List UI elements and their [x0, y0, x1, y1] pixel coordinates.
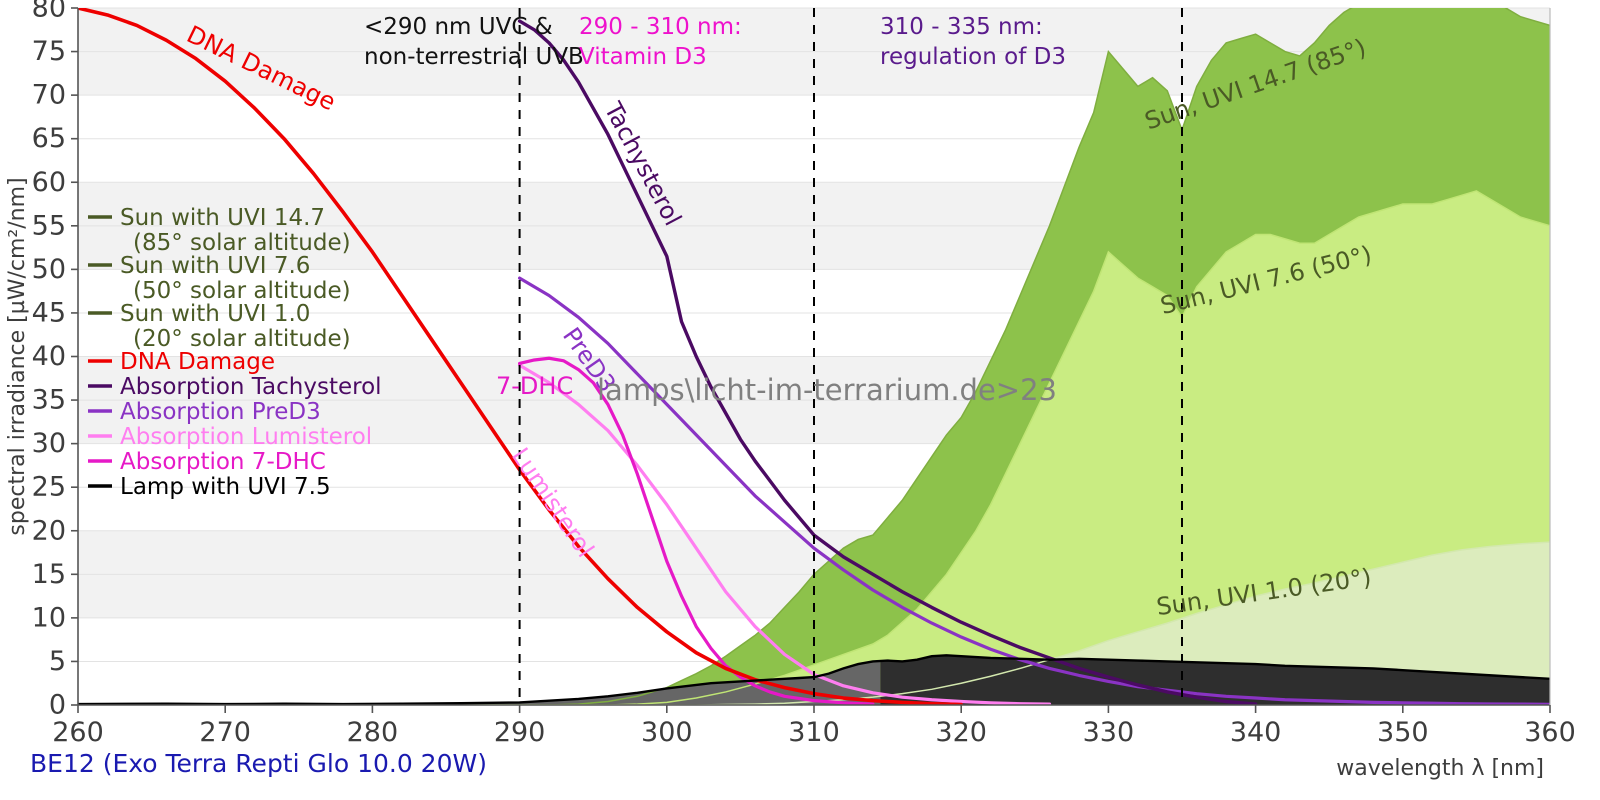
y-tick-label: 5 — [49, 646, 66, 677]
y-axis-label: spectral irradiance [µW/cm²/nm] — [5, 177, 30, 535]
sun-outline-0 — [78, 8, 1550, 705]
curve-absorption-pred3 — [518, 276, 1550, 705]
footer-caption: BE12 (Exo Terra Repti Glo 10.0 20W) — [30, 749, 487, 778]
legend-label-0: Sun with UVI 14.7 — [120, 205, 325, 231]
x-tick-label: 360 — [1524, 717, 1576, 748]
y-tick-label: 15 — [32, 559, 66, 590]
uvc-band-line2: non-terrestrial UVB — [364, 44, 584, 70]
y-tick-label: 30 — [32, 428, 66, 459]
curve-absorption-lumisterol — [518, 363, 1052, 705]
x-tick-label: 320 — [935, 717, 987, 748]
x-tick-label: 270 — [199, 717, 251, 748]
watermark-text: lamps\licht-im-terrarium.de>23 — [597, 373, 1057, 407]
y-tick-label: 55 — [32, 210, 66, 241]
legend-label-3: DNA Damage — [120, 349, 275, 375]
curve-absorption-7-dhc — [518, 356, 875, 705]
x-tick-label: 300 — [641, 717, 693, 748]
y-tick-label: 75 — [32, 36, 66, 67]
y-tick-label: 40 — [32, 341, 66, 372]
y-tick-label: 45 — [32, 297, 66, 328]
x-tick-label: 290 — [494, 717, 546, 748]
dhc7-label: 7-DHC — [496, 372, 573, 400]
x-tick-label: 310 — [788, 717, 840, 748]
legend-label-4: Absorption Tachysterol — [120, 374, 382, 400]
legend-label-7: Absorption 7-DHC — [120, 449, 326, 475]
curve-absorption-tachysterol — [517, 19, 1258, 705]
regulation-d3-band-line1: 310 - 335 nm: — [880, 14, 1043, 40]
y-tick-label: 80 — [32, 0, 66, 24]
lamp-area-uvb — [78, 661, 881, 705]
x-tick-label: 340 — [1230, 717, 1282, 748]
regulation-d3-band-line2: regulation of D3 — [880, 44, 1066, 70]
y-tick-label: 60 — [32, 167, 66, 198]
vitamin-d3-band-line1: 290 - 310 nm: — [579, 14, 742, 40]
x-tick-label: 350 — [1377, 717, 1429, 748]
sun-outline-1 — [78, 190, 1550, 705]
legend-sublabel-1: (50° solar altitude) — [133, 278, 351, 304]
legend-sublabel-0: (85° solar altitude) — [133, 230, 351, 256]
y-tick-label: 65 — [32, 123, 66, 154]
x-axis-label: wavelength λ [nm] — [1336, 756, 1544, 781]
legend-label-5: Absorption PreD3 — [120, 399, 321, 425]
x-tick-label: 330 — [1083, 717, 1135, 748]
y-tick-label: 70 — [32, 80, 66, 111]
legend-sublabel-2: (20° solar altitude) — [133, 326, 351, 352]
sun-outline-2 — [78, 541, 1550, 705]
vitamin-d3-band-line2: Vitamin D3 — [579, 44, 707, 70]
legend-label-2: Sun with UVI 1.0 — [120, 301, 310, 327]
x-tick-label: 280 — [347, 717, 399, 748]
x-tick-label: 260 — [52, 717, 104, 748]
y-tick-label: 0 — [49, 690, 66, 721]
y-tick-label: 35 — [32, 385, 66, 416]
legend-label-6: Absorption Lumisterol — [120, 424, 372, 450]
curve-lamp — [78, 654, 1550, 705]
uvc-band-line1: <290 nm UVC & — [364, 14, 553, 40]
y-tick-label: 50 — [32, 254, 66, 285]
y-tick-label: 20 — [32, 515, 66, 546]
y-tick-label: 25 — [32, 472, 66, 503]
y-tick-label: 10 — [32, 602, 66, 633]
legend-label-1: Sun with UVI 7.6 — [120, 253, 310, 279]
legend-label-8: Lamp with UVI 7.5 — [120, 474, 331, 500]
